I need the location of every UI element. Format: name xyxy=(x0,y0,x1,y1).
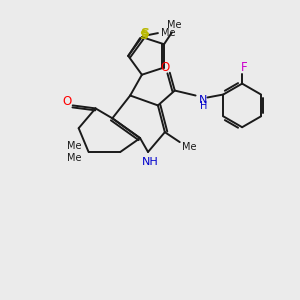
Text: F: F xyxy=(241,61,247,74)
Text: O: O xyxy=(62,95,71,108)
Text: S: S xyxy=(140,28,148,42)
Text: Me: Me xyxy=(68,153,82,163)
Text: O: O xyxy=(160,61,170,74)
Text: N: N xyxy=(199,95,208,106)
Text: Me: Me xyxy=(68,141,82,151)
Text: Me: Me xyxy=(182,142,197,152)
Text: NH: NH xyxy=(142,157,158,167)
Text: Me: Me xyxy=(160,28,175,38)
Text: Me: Me xyxy=(167,20,181,30)
Text: S: S xyxy=(140,27,149,40)
Text: H: H xyxy=(200,101,207,111)
